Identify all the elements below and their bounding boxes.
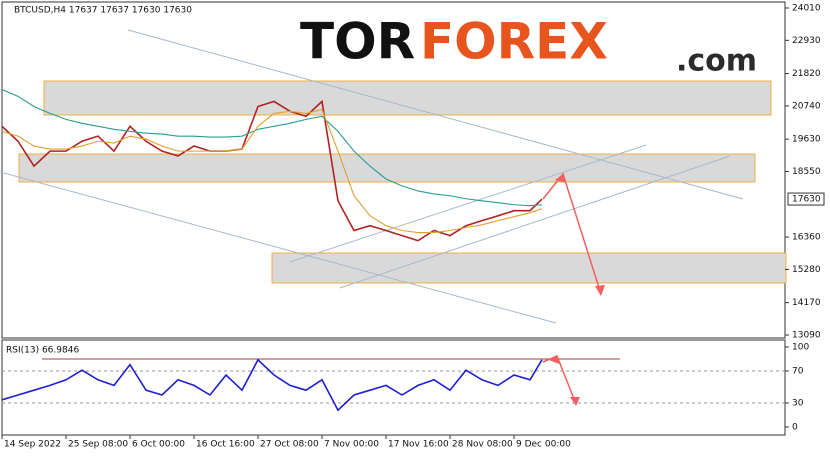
y-tick-label: 14170	[792, 298, 821, 308]
last-price-label: 17630	[792, 195, 821, 205]
series-line	[1, 99, 543, 242]
rsi-title: RSI(13) 66.9846	[6, 346, 79, 356]
x-tick-label: 9 Dec 00:00	[516, 440, 571, 450]
logo-part: FOREX	[420, 13, 608, 71]
x-tick-label: 27 Oct 08:00	[260, 440, 319, 450]
y-tick-label: 15280	[792, 265, 821, 275]
logo-part: .com	[676, 44, 757, 79]
trend-line	[127, 29, 744, 200]
y-tick-label: 21820	[792, 69, 821, 79]
y-tick-label: 22930	[792, 36, 821, 46]
last-price-box	[787, 192, 825, 206]
rsi-tick-label: 30	[792, 399, 804, 409]
chart-title: BTCUSD,H4 17637 17637 17630 17630	[14, 6, 192, 16]
y-tick-label: 20740	[792, 101, 821, 111]
y-tick-label: 13090	[792, 331, 821, 341]
arrow-head	[555, 174, 566, 183]
logo-part: TOR	[300, 13, 415, 71]
rsi-tick-label: 100	[792, 343, 809, 353]
series-line	[1, 88, 543, 207]
support-zone	[271, 252, 787, 284]
arrow-head	[570, 397, 580, 406]
y-tick-label: 19630	[792, 135, 821, 145]
rsi-tick-label: 0	[792, 423, 798, 433]
trend-line	[339, 155, 731, 289]
middle-zone	[18, 153, 756, 183]
main-panel	[1, 1, 786, 339]
trend-line	[289, 144, 647, 263]
series-line	[1, 108, 543, 234]
y-tick-label: 18550	[792, 167, 821, 177]
x-tick-label: 16 Oct 16:00	[196, 440, 255, 450]
x-tick-label: 7 Nov 00:00	[324, 440, 379, 450]
rsi-panel	[1, 339, 786, 436]
trend-line	[0, 171, 557, 324]
x-tick-label: 14 Sep 2022	[4, 440, 61, 450]
x-tick-label: 6 Oct 00:00	[132, 440, 185, 450]
rsi-tick-label: 70	[792, 367, 804, 377]
x-tick-label: 25 Sep 08:00	[68, 440, 128, 450]
x-tick-label: 17 Nov 16:00	[388, 440, 449, 450]
y-tick-label: 24010	[792, 3, 821, 13]
x-tick-label: 28 Nov 08:00	[452, 440, 513, 450]
arrow-head	[549, 355, 559, 364]
resistance-zone	[43, 80, 772, 116]
rsi-line	[1, 358, 543, 412]
y-tick-label: 16360	[792, 233, 821, 243]
arrow-head	[595, 285, 605, 296]
